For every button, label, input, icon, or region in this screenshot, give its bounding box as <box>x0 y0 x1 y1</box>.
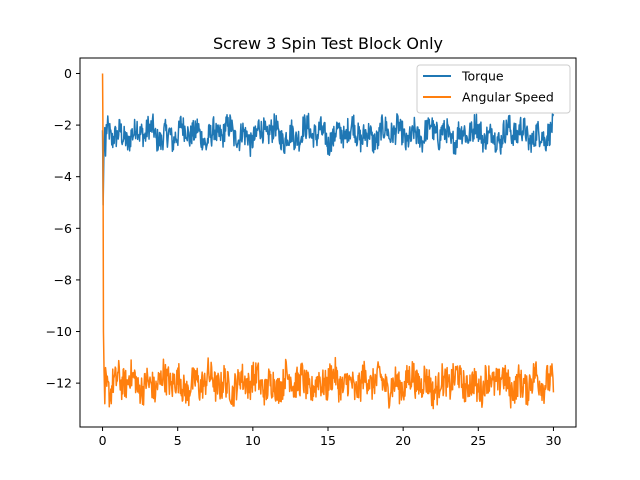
y-axis: 0 −2 −4 −6 −8 −10 −12 <box>46 66 80 391</box>
chart-title: Screw 3 Spin Test Block Only <box>213 34 443 53</box>
legend-label-torque: Torque <box>461 69 504 84</box>
x-tick-label: 25 <box>470 433 486 448</box>
y-tick-label: −6 <box>54 221 72 236</box>
x-tick-label: 30 <box>546 433 562 448</box>
series-line-angular-speed <box>101 73 555 410</box>
x-tick-label: 15 <box>320 433 336 448</box>
legend-label-angular-speed: Angular Speed <box>462 90 554 105</box>
x-tick-label: 20 <box>395 433 411 448</box>
series-line-torque <box>101 112 555 206</box>
legend: Torque Angular Speed <box>416 64 571 114</box>
y-tick-label: −2 <box>54 118 72 133</box>
y-tick-label: −4 <box>54 169 72 184</box>
legend-box <box>416 64 571 114</box>
x-tick-label: 10 <box>245 433 261 448</box>
x-tick-label: 0 <box>99 433 107 448</box>
y-tick-label: −12 <box>46 376 72 391</box>
x-axis: 0 5 10 15 20 25 30 <box>99 427 562 448</box>
y-tick-label: −8 <box>54 272 72 287</box>
y-tick-label: −10 <box>46 324 72 339</box>
y-tick-label: 0 <box>64 66 72 81</box>
x-tick-label: 5 <box>174 433 182 448</box>
